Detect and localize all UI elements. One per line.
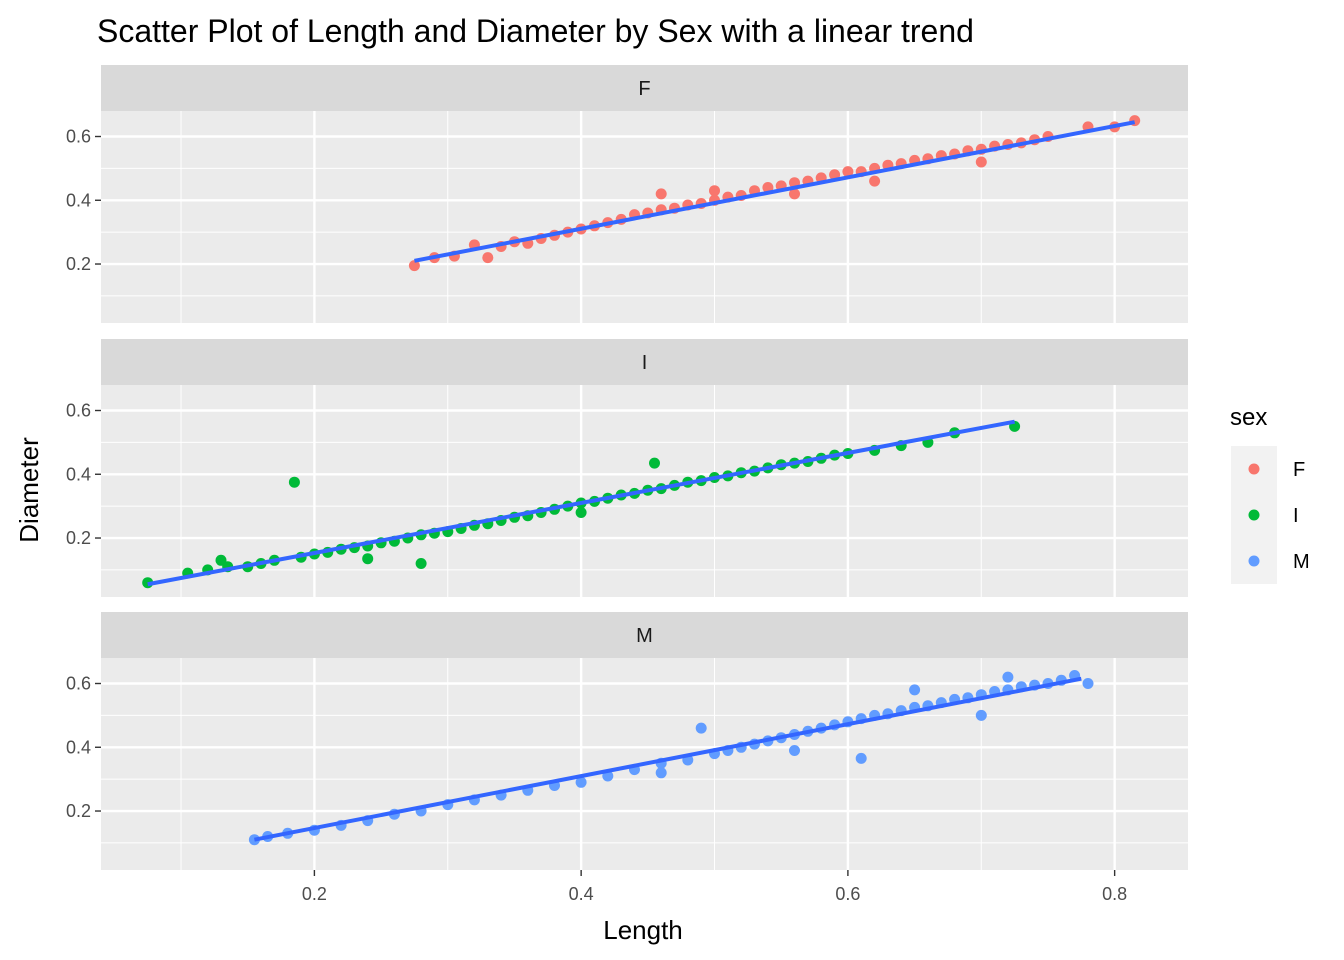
y-tick-label: 0.4 bbox=[66, 737, 91, 757]
facet-strip-label: M bbox=[636, 625, 653, 647]
facet-strip bbox=[101, 339, 1188, 385]
facet-strip bbox=[101, 65, 1188, 111]
y-axis-title: Diameter bbox=[14, 437, 44, 543]
y-tick-label: 0.2 bbox=[66, 801, 91, 821]
trend-line-M bbox=[253, 676, 1082, 842]
data-point-M bbox=[695, 722, 707, 734]
data-point-M bbox=[655, 767, 667, 779]
legend-label-M: M bbox=[1293, 551, 1310, 573]
facet-strip-label: F bbox=[638, 78, 650, 100]
trend-line-I bbox=[147, 419, 1015, 587]
data-point-I bbox=[362, 553, 374, 565]
legend-marker-M bbox=[1248, 555, 1260, 567]
y-tick-label: 0.6 bbox=[66, 401, 91, 421]
data-point-F bbox=[709, 185, 720, 197]
chart-title: Scatter Plot of Length and Diameter by S… bbox=[97, 13, 974, 49]
data-point-I bbox=[649, 457, 660, 469]
data-point-M bbox=[789, 745, 800, 756]
data-point-M bbox=[975, 709, 987, 721]
data-point-M bbox=[1002, 671, 1014, 683]
y-tick-label: 0.2 bbox=[66, 528, 91, 548]
y-tick-label: 0.6 bbox=[66, 674, 91, 694]
data-point-M bbox=[909, 684, 921, 696]
data-point-F bbox=[482, 252, 494, 264]
data-point-F bbox=[975, 156, 987, 168]
facet-panel-M: M 0.2 0.4 0.6 0.2 0.4 0.6 0.8 bbox=[66, 612, 1188, 904]
legend-marker-I bbox=[1248, 509, 1260, 521]
legend-label-F: F bbox=[1293, 459, 1305, 481]
x-tick-label: 0.8 bbox=[1102, 884, 1127, 904]
data-point-F bbox=[408, 260, 420, 272]
y-tick-label: 0.2 bbox=[66, 254, 91, 274]
legend: sex F I M bbox=[1230, 404, 1310, 584]
trend-line-F bbox=[414, 120, 1136, 263]
x-axis-title: Length bbox=[603, 915, 683, 945]
data-point-F bbox=[869, 175, 881, 187]
data-point-F bbox=[789, 188, 800, 200]
legend-label-I: I bbox=[1293, 505, 1299, 527]
facet-panel-I: I 0.2 0.4 0.6 bbox=[66, 339, 1188, 597]
legend-title: sex bbox=[1230, 404, 1267, 431]
y-tick-label: 0.6 bbox=[66, 127, 91, 147]
data-point-M bbox=[855, 752, 867, 764]
x-tick-label: 0.4 bbox=[569, 884, 594, 904]
facet-strip-label: I bbox=[642, 352, 648, 374]
data-point-I bbox=[288, 476, 300, 488]
facet-strip bbox=[101, 612, 1188, 658]
data-point-M bbox=[1082, 678, 1094, 689]
y-tick-label: 0.4 bbox=[66, 190, 91, 210]
data-point-M bbox=[575, 776, 587, 788]
data-point-F bbox=[842, 166, 854, 178]
y-tick-label: 0.4 bbox=[66, 464, 91, 484]
data-point-F bbox=[655, 188, 667, 200]
legend-marker-F bbox=[1248, 463, 1260, 475]
data-point-I bbox=[415, 558, 427, 569]
x-tick-label: 0.2 bbox=[302, 884, 327, 904]
x-tick-label: 0.6 bbox=[835, 884, 860, 904]
facet-panel-F: F 0.2 0.4 0.6 bbox=[66, 65, 1188, 323]
data-point-I bbox=[575, 507, 587, 518]
facet-panels: F 0.2 0.4 0.6 I 0.2 0.4 0.6 M 0.2 0.4 0.6 0.2 0.4 0.6 0… bbox=[66, 65, 1188, 904]
